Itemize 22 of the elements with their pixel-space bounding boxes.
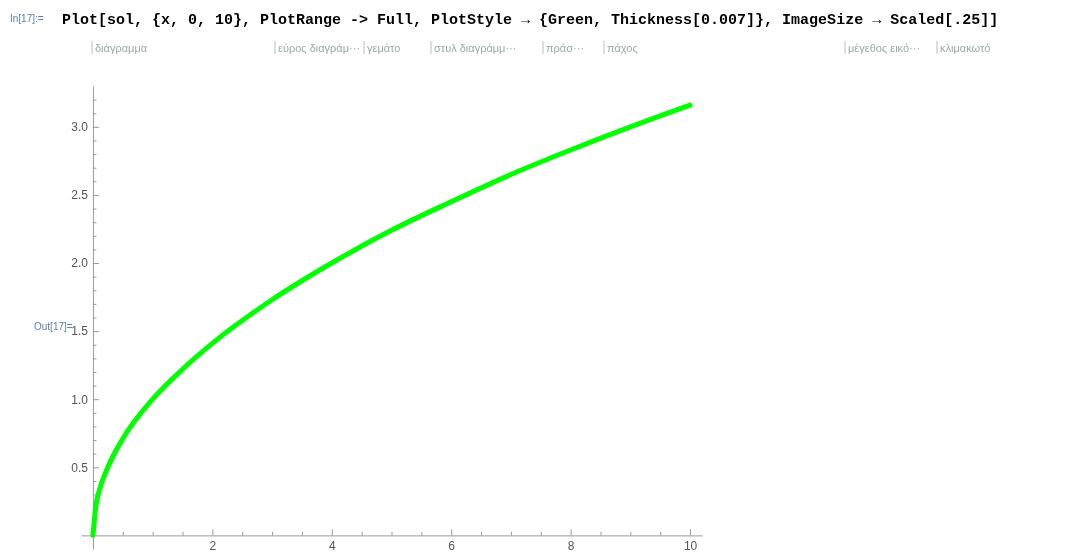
text: In[17]:=: [10, 13, 44, 24]
x-tick-label: 6: [448, 538, 456, 553]
text: εύρος διαγράμ···: [278, 42, 361, 54]
text: πάχος: [607, 42, 638, 54]
x-tick-label: 10: [683, 538, 698, 553]
y-tick-label: 2.5: [71, 188, 89, 203]
text: γεμάτο: [367, 42, 401, 54]
x-tick-label: 8: [567, 538, 575, 553]
y-tick-label: 3.0: [71, 120, 89, 135]
y-tick-label: 0.5: [71, 460, 89, 475]
y-tick-label: 1.0: [71, 392, 89, 407]
y-tick-label: 1.5: [71, 324, 89, 339]
text: μέγεθος εικό···: [848, 42, 921, 54]
text: κλιμακωτό: [940, 42, 991, 54]
text: Out[17]=: [34, 321, 73, 332]
y-tick-label: 2.0: [71, 256, 89, 271]
text: διάγραμμα: [95, 42, 148, 54]
text: στυλ διαγράμμ···: [434, 42, 517, 54]
text: πράσ···: [546, 42, 584, 54]
x-tick-label: 4: [328, 538, 336, 553]
text: Plot[sol, {x, 0, 10}, PlotRange -> Full, PlotStyle → {Green, Thickness[0.007]}, ImageSize → Scaled[.25]]: [62, 12, 999, 29]
x-tick-label: 2: [209, 538, 217, 553]
